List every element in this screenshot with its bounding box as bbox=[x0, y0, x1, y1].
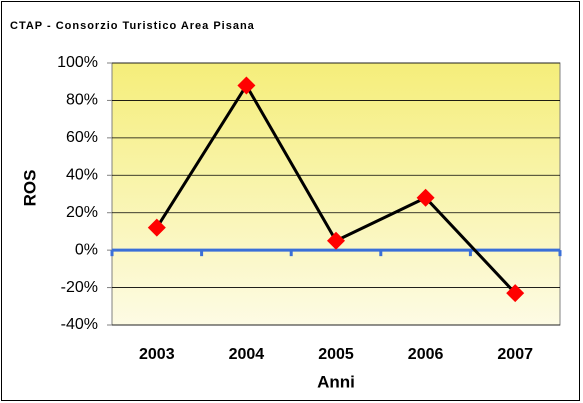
x-tick-label: 2005 bbox=[318, 346, 354, 363]
y-axis-label: ROS bbox=[20, 170, 39, 207]
y-tick-label: 60% bbox=[66, 129, 98, 146]
data-marker bbox=[147, 218, 166, 237]
x-tick-label: 2007 bbox=[497, 346, 533, 363]
y-tick-label: 0% bbox=[75, 241, 98, 258]
y-tick-label: -20% bbox=[61, 279, 98, 296]
x-tick-label: 2006 bbox=[408, 346, 444, 363]
x-axis-label: Anni bbox=[317, 372, 355, 391]
plot-area bbox=[111, 62, 561, 326]
y-tick-label: -40% bbox=[61, 316, 98, 333]
y-tick-label: 100% bbox=[57, 54, 98, 71]
y-tick-label: 80% bbox=[66, 92, 98, 109]
data-marker bbox=[506, 284, 525, 303]
y-tick-label: 40% bbox=[66, 167, 98, 184]
y-tick-label: 20% bbox=[66, 204, 98, 221]
data-marker bbox=[327, 231, 345, 250]
x-tick-label: 2004 bbox=[229, 346, 265, 363]
data-marker bbox=[416, 188, 435, 207]
chart-title: CTAP - Consorzio Turistico Area Pisana bbox=[10, 20, 255, 32]
x-tick-label: 2003 bbox=[139, 346, 175, 363]
data-marker bbox=[237, 76, 256, 95]
